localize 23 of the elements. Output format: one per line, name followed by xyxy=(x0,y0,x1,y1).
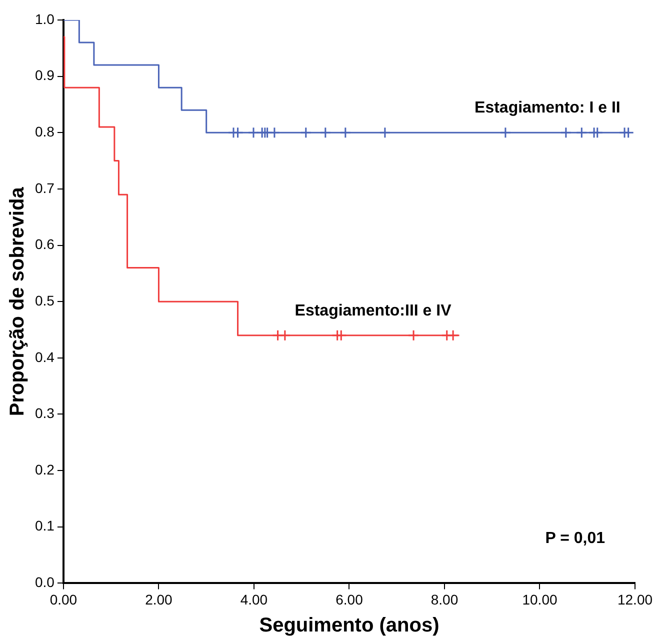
x-axis-title: Seguimento (anos) xyxy=(259,614,440,637)
y-tick-label: 0.8 xyxy=(34,124,55,140)
x-tick-label: 6.00 xyxy=(336,591,364,608)
y-tick-label: 0.2 xyxy=(34,461,55,478)
y-tick-label: 0.4 xyxy=(34,348,55,365)
x-tick-label: 2.00 xyxy=(145,591,173,608)
x-tick-label: 10.00 xyxy=(522,591,558,608)
y-tick-label: 0.5 xyxy=(34,292,55,308)
y-tick-label: 0.1 xyxy=(34,518,55,534)
y-tick-label: 0.6 xyxy=(34,236,55,252)
x-tick-label: 8.00 xyxy=(430,591,458,608)
y-tick-label: 1.0 xyxy=(34,10,55,27)
series-label: Estagiamento:III e IV xyxy=(294,302,452,320)
y-axis-title: Proporção de sobrevida xyxy=(6,186,29,416)
x-tick-label: 0.00 xyxy=(50,591,78,608)
y-tick-label: 0.7 xyxy=(34,180,55,196)
annotation: P = 0,01 xyxy=(545,530,606,548)
y-tick-label: 0.0 xyxy=(34,574,55,590)
y-tick-label: 0.3 xyxy=(34,405,55,422)
x-tick-label: 4.00 xyxy=(240,591,268,608)
series-label: Estagiamento: I e II xyxy=(474,100,620,117)
x-tick-label: 12.00 xyxy=(617,591,653,608)
y-tick-label: 0.9 xyxy=(34,67,55,84)
